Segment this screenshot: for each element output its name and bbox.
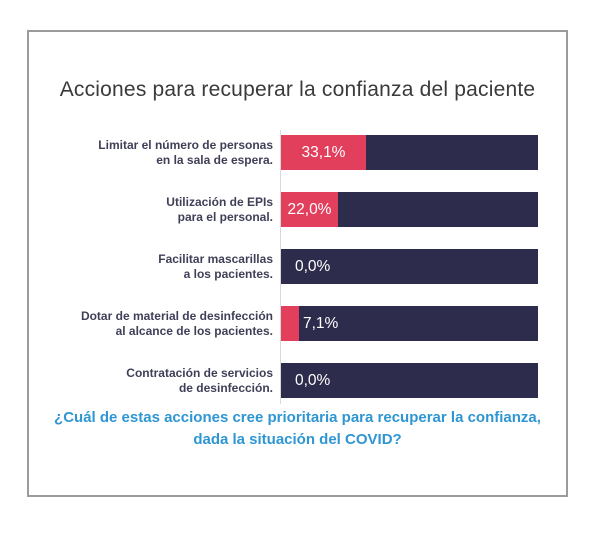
bar-rows: Limitar el número de personas en la sala… xyxy=(29,135,566,420)
chart-row: Contratación de servicios de desinfecció… xyxy=(29,363,566,398)
category-label-line: en la sala de espera. xyxy=(156,152,273,167)
bar-value-label: 0,0% xyxy=(295,372,331,389)
caption-line-1: ¿Cuál de estas acciones cree prioritaria… xyxy=(54,409,541,426)
bar-value-label: 22,0% xyxy=(287,201,332,218)
chart-row: Utilización de EPIs para el personal. 22… xyxy=(29,192,566,227)
category-label: Dotar de material de desinfección al alc… xyxy=(29,306,273,341)
chart-title: Acciones para recuperar la confianza del… xyxy=(59,78,536,101)
category-label-line: de desinfección. xyxy=(178,380,273,395)
bar-value-label: 7,1% xyxy=(303,315,339,332)
category-label-line: Utilización de EPIs xyxy=(166,195,273,210)
category-label-line: Facilitar mascarillas xyxy=(158,252,273,267)
bar-fill xyxy=(281,135,366,170)
category-label-line: Contratación de servicios xyxy=(126,366,273,381)
bar-track: 0,0% xyxy=(281,249,538,284)
bar-track: 0,0% xyxy=(281,363,538,398)
category-label-line: al alcance de los pacientes. xyxy=(115,323,273,338)
chart-question-caption: ¿Cuál de estas acciones cree prioritaria… xyxy=(29,407,566,451)
category-label-line: Limitar el número de personas xyxy=(98,138,273,153)
bar-track: 7,1% xyxy=(281,306,538,341)
bar-value-label: 0,0% xyxy=(295,258,331,275)
category-axis-line xyxy=(280,130,281,404)
chart-frame: Acciones para recuperar la confianza del… xyxy=(27,30,568,497)
bar-fill xyxy=(281,306,299,341)
category-label-line: para el personal. xyxy=(177,209,273,224)
category-label-line: a los pacientes. xyxy=(183,266,273,281)
bar-track: 22,0% xyxy=(281,192,538,227)
bar-value-label: 33,1% xyxy=(301,144,346,161)
category-label: Utilización de EPIs para el personal. xyxy=(29,192,273,227)
category-label: Contratación de servicios de desinfecció… xyxy=(29,363,273,398)
chart-row: Facilitar mascarillas a los pacientes. 0… xyxy=(29,249,566,284)
category-label: Limitar el número de personas en la sala… xyxy=(29,135,273,170)
category-label: Facilitar mascarillas a los pacientes. xyxy=(29,249,273,284)
caption-line-2: dada la situación del COVID? xyxy=(193,431,402,448)
bar-track: 33,1% xyxy=(281,135,538,170)
chart-row: Dotar de material de desinfección al alc… xyxy=(29,306,566,341)
chart-row: Limitar el número de personas en la sala… xyxy=(29,135,566,170)
category-label-line: Dotar de material de desinfección xyxy=(80,309,273,324)
bar-fill xyxy=(281,192,338,227)
